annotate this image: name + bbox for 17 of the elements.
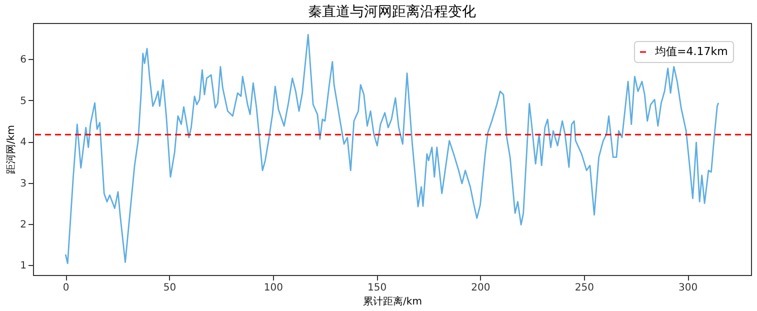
y-tick-label: 4	[20, 137, 26, 148]
y-tick-label: 2	[20, 219, 26, 230]
legend-label: 均值=4.17km	[654, 45, 728, 58]
x-tick-label: 0	[62, 282, 70, 294]
y-tick-label: 5	[20, 96, 26, 107]
x-tick-label: 100	[264, 282, 283, 294]
x-axis-title: 累计距离/km	[363, 296, 422, 308]
chart-title: 秦直道与河网距离沿程变化	[308, 4, 476, 20]
x-tick-label: 50	[163, 282, 176, 294]
y-tick-label: 1	[20, 260, 26, 272]
y-axis-title: 距河网/km	[5, 125, 18, 174]
y-tick-label: 3	[20, 178, 26, 190]
x-tick-label: 150	[368, 282, 387, 294]
y-tick-label: 6	[20, 54, 26, 66]
x-tick-label: 200	[471, 282, 490, 294]
x-tick-label: 300	[678, 282, 698, 294]
x-tick-label: 250	[574, 282, 594, 294]
